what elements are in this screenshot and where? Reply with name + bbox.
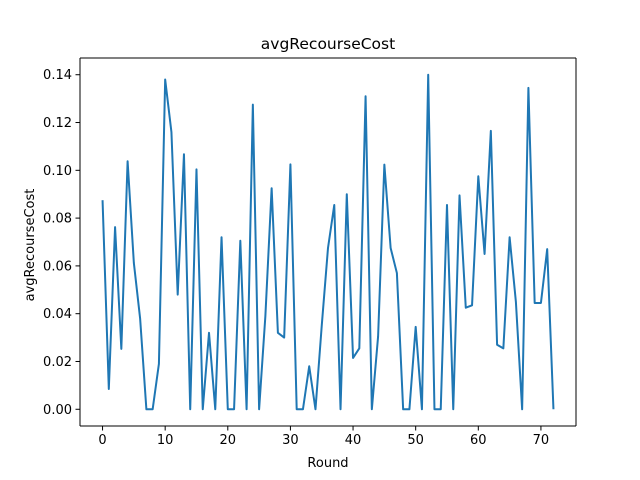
x-tick-label: 60 bbox=[470, 433, 487, 448]
plot-area: 0 10 20 30 40 50 60 70 0.00 0.02 0.04 0.06 0.08 0.10 0… bbox=[43, 57, 577, 448]
y-tick-label: 0.04 bbox=[43, 307, 72, 322]
y-tick-label: 0.14 bbox=[43, 68, 72, 83]
x-tick-label: 20 bbox=[220, 433, 237, 448]
x-tick-label: 40 bbox=[345, 433, 362, 448]
x-tick-label: 0 bbox=[98, 433, 106, 448]
y-tick-label: 0.08 bbox=[43, 212, 72, 227]
x-tick-label: 70 bbox=[533, 433, 550, 448]
x-axis-label: Round bbox=[307, 456, 348, 471]
x-tick-label: 50 bbox=[407, 433, 424, 448]
y-tick-label: 0.06 bbox=[43, 259, 72, 274]
y-tick-label: 0.10 bbox=[43, 164, 72, 179]
y-tick-label: 0.02 bbox=[43, 355, 72, 370]
y-axis-label: avgRecourseCost bbox=[23, 189, 38, 302]
x-tick-label: 10 bbox=[157, 433, 174, 448]
series-line bbox=[101, 73, 555, 411]
chart-title: avgRecourseCost bbox=[261, 35, 395, 53]
x-tick-label: 30 bbox=[282, 433, 299, 448]
y-tick-label: 0.12 bbox=[43, 116, 72, 131]
y-tick-label: 0.00 bbox=[43, 403, 72, 418]
